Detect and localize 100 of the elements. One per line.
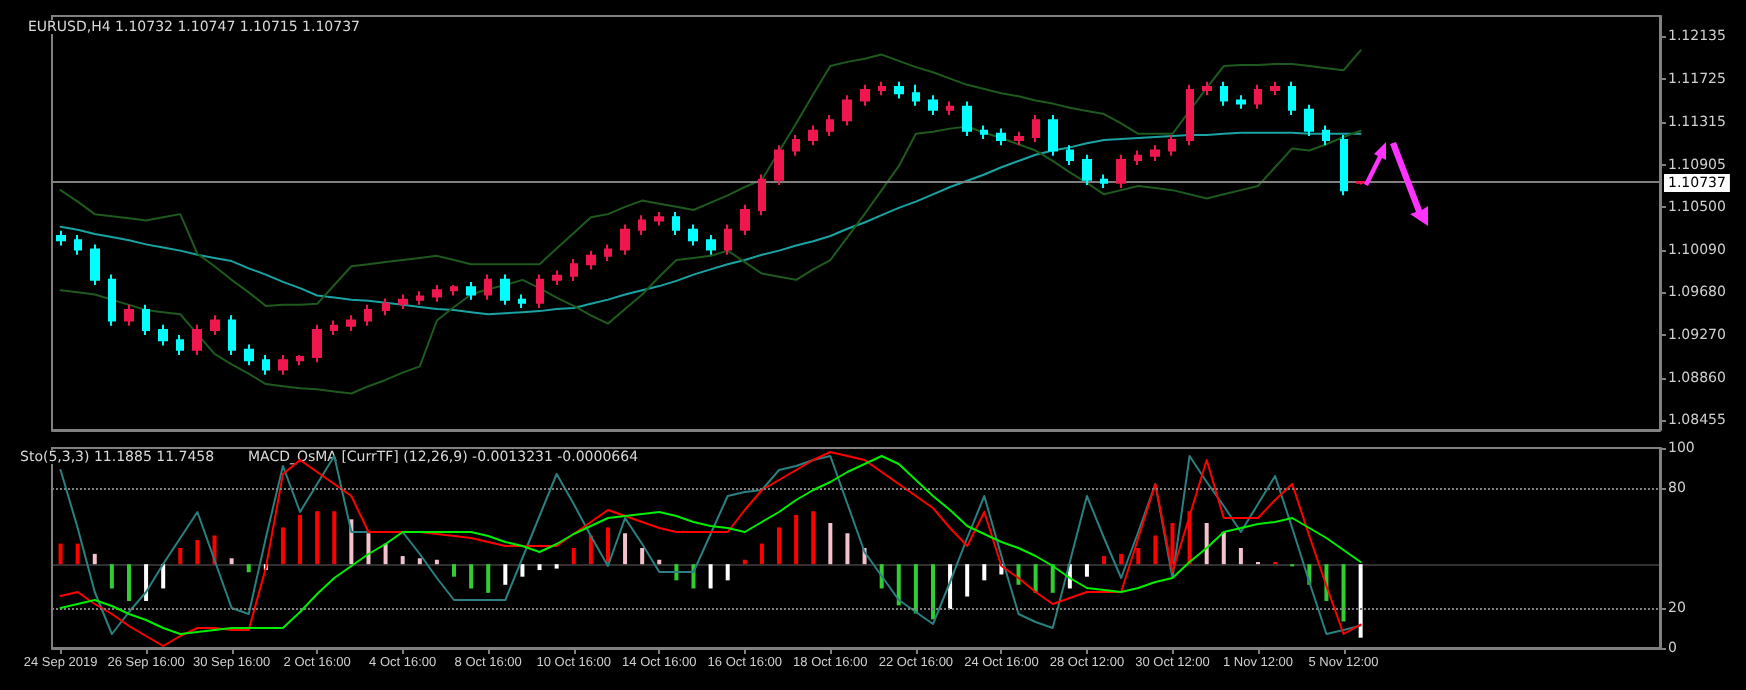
candlestick: [56, 229, 66, 247]
candlestick: [536, 273, 544, 309]
candlestick: [1082, 153, 1092, 186]
candlestick: [484, 273, 492, 301]
bar: [229, 558, 234, 565]
bar: [965, 564, 970, 597]
bar: [588, 535, 593, 565]
candlestick: [672, 211, 680, 236]
candlestick: [1048, 114, 1058, 157]
bar: [1136, 548, 1141, 565]
bar: [759, 543, 764, 565]
candlestick: [1032, 114, 1040, 144]
bar: [92, 553, 97, 565]
line-series: [59, 125, 1362, 395]
candlestick: [962, 100, 972, 137]
bar: [640, 548, 645, 565]
candlestick: [142, 303, 150, 337]
candlestick: [706, 233, 716, 256]
line-series: [59, 131, 1362, 316]
bar: [58, 543, 63, 565]
candlestick: [450, 284, 458, 297]
candlestick: [1236, 94, 1246, 110]
line-series: [59, 49, 1362, 307]
candlestick: [552, 269, 562, 287]
bar: [520, 564, 525, 577]
bar: [708, 564, 713, 589]
candlestick: [330, 319, 338, 337]
bar: [1084, 564, 1089, 577]
bar: [811, 511, 816, 565]
candlestick: [654, 211, 664, 227]
candlestick: [946, 100, 954, 117]
bar: [144, 564, 149, 601]
bar: [845, 533, 850, 565]
bar: [896, 564, 901, 606]
candlestick: [740, 203, 750, 236]
candlestick: [604, 243, 612, 263]
candlestick: [1150, 144, 1160, 162]
candlestick: [1202, 80, 1212, 97]
candlestick: [124, 303, 134, 327]
candlestick: [570, 257, 578, 282]
bar: [469, 564, 474, 589]
candlestick: [894, 80, 904, 100]
candlestick: [1186, 83, 1194, 147]
candlestick: [312, 323, 322, 364]
bar: [366, 533, 371, 565]
bar: [930, 564, 935, 620]
candlestick: [1254, 83, 1262, 110]
bar: [109, 564, 114, 589]
bar: [503, 564, 508, 585]
candlestick: [620, 223, 630, 256]
bar: [383, 543, 388, 565]
candlestick: [518, 293, 526, 309]
bar: [246, 564, 251, 573]
bar: [400, 556, 405, 565]
candlestick: [74, 233, 82, 256]
bar: [332, 511, 337, 565]
candlestick: [466, 280, 476, 301]
candlestick: [158, 323, 168, 347]
candlestick: [1014, 130, 1024, 147]
candlestick: [912, 83, 920, 107]
bar: [195, 539, 200, 565]
candlestick: [432, 284, 442, 303]
bar: [777, 527, 782, 565]
bar: [623, 533, 628, 565]
bar: [571, 548, 576, 565]
candlestick: [296, 353, 304, 367]
candlestick: [808, 124, 818, 147]
candlestick: [1168, 133, 1176, 157]
candlestick: [996, 127, 1006, 147]
candlestick: [364, 303, 372, 327]
bar: [1119, 553, 1124, 565]
bar: [1153, 535, 1158, 565]
bar: [537, 564, 542, 571]
candlestick: [842, 94, 852, 127]
bar: [794, 514, 799, 565]
candlestick: [586, 249, 596, 271]
bar: [605, 527, 610, 565]
candlestick: [1220, 80, 1228, 107]
bar: [1238, 548, 1243, 565]
bar: [1341, 564, 1346, 622]
bar: [1358, 564, 1363, 638]
bar: [417, 558, 422, 565]
bar: [298, 514, 303, 565]
candlestick: [1322, 124, 1330, 147]
candlestick: [638, 214, 646, 236]
bar: [828, 523, 833, 565]
bar: [725, 564, 730, 581]
candlestick: [860, 83, 870, 107]
candlestick: [724, 223, 732, 256]
candlestick: [878, 80, 886, 97]
candlestick: [688, 223, 698, 247]
candlestick: [1134, 149, 1142, 167]
bar: [1033, 564, 1038, 593]
candlestick: [90, 243, 100, 287]
bar: [982, 564, 987, 581]
candlestick: [382, 297, 390, 317]
candlestick: [500, 273, 510, 306]
candlestick: [176, 334, 184, 356]
candlestick: [192, 323, 202, 356]
bar: [1050, 564, 1055, 593]
